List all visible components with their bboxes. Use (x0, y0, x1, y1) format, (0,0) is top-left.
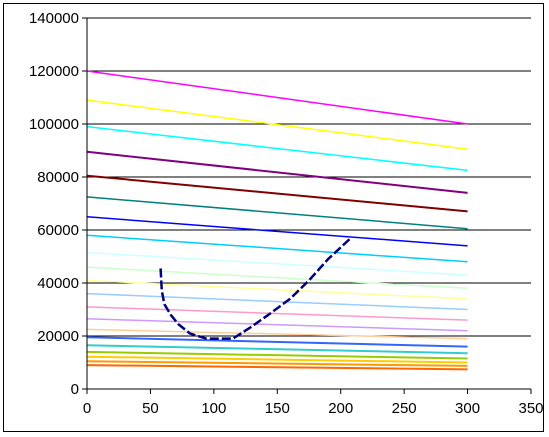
y-tick-label-3: 60000 (37, 222, 79, 239)
series-line-10 (86, 279, 468, 300)
x-tick-label-2: 100 (201, 400, 226, 417)
series-line-17 (86, 350, 468, 360)
series-line-5 (86, 196, 468, 230)
series-line-4 (86, 174, 468, 213)
series-line-21 (159, 236, 352, 340)
series-line-18 (86, 355, 468, 364)
line-chart: 0 20000 40000 60000 80000 100000 120000 140000 0… (29, 10, 544, 417)
series-line-2 (86, 125, 468, 172)
y-tick-label-5: 100000 (29, 116, 79, 133)
series-lines (86, 70, 468, 371)
x-tick-label-7: 350 (518, 400, 543, 417)
y-tick-label-7: 140000 (29, 10, 79, 27)
series-line-0 (86, 70, 468, 125)
tick-labels: 0 20000 40000 60000 80000 100000 120000 140000 0… (29, 10, 544, 417)
series-line-3 (86, 150, 468, 194)
y-tick-label-0: 0 (71, 381, 79, 398)
series-line-19 (86, 360, 468, 367)
series-line-13 (86, 318, 468, 332)
x-tick-label-3: 150 (265, 400, 290, 417)
axes (82, 17, 532, 394)
series-line-14 (86, 328, 468, 340)
x-tick-label-4: 200 (328, 400, 353, 417)
series-line-8 (86, 251, 468, 276)
chart-frame: 0 20000 40000 60000 80000 100000 120000 140000 0… (3, 3, 544, 432)
x-tick-label-1: 50 (142, 400, 159, 417)
x-tick-label-5: 250 (392, 400, 417, 417)
x-tick-label-0: 0 (83, 400, 91, 417)
series-line-12 (86, 306, 468, 321)
series-line-1 (86, 99, 468, 150)
series-line-15 (86, 336, 468, 348)
x-tick-label-6: 300 (455, 400, 480, 417)
y-tick-label-2: 40000 (37, 275, 79, 292)
series-line-20 (86, 364, 468, 371)
y-tick-label-1: 20000 (37, 328, 79, 345)
series-line-7 (86, 234, 468, 263)
y-tick-label-6: 120000 (29, 63, 79, 80)
series-line-9 (86, 266, 468, 290)
series-line-11 (86, 292, 468, 311)
series-line-16 (86, 344, 468, 355)
series-line-6 (86, 216, 468, 247)
y-tick-label-4: 80000 (37, 169, 79, 186)
